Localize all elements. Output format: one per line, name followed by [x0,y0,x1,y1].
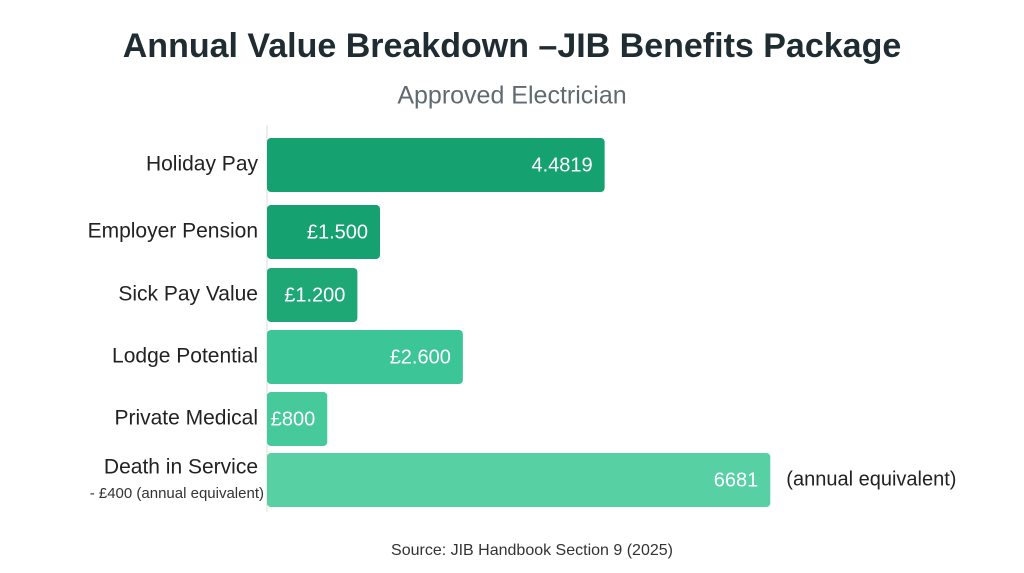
bar [267,268,358,322]
category-label: Private Medical [114,407,258,430]
annotation: (annual equivalent) [786,468,956,490]
category-label: Sick Pay Value [118,283,258,306]
value-label: £2.600 [390,346,451,368]
bar [267,330,463,384]
bar [267,205,380,259]
source-note: Source: JIB Handbook Section 9 (2025) [391,542,673,559]
category-label: Lodge Potential [112,345,258,368]
bar [267,138,605,192]
category-label: Death in Service [104,456,258,479]
chart-subtitle: Approved Electrician [397,82,626,110]
chart-title: Annual Value Breakdown –JIB Benefits Pac… [123,27,902,65]
category-label: Holiday Pay [146,153,259,176]
bar [267,392,328,446]
category-note: - £400 (annual equivalent) [90,485,264,502]
value-label: 4.4819 [531,154,592,176]
value-label: 6681 [714,469,759,491]
bar [267,453,771,507]
value-label: £1.200 [284,284,345,306]
category-label: Employer Pension [88,220,258,243]
value-label: £800 [271,408,316,430]
value-label: £1.500 [307,221,368,243]
